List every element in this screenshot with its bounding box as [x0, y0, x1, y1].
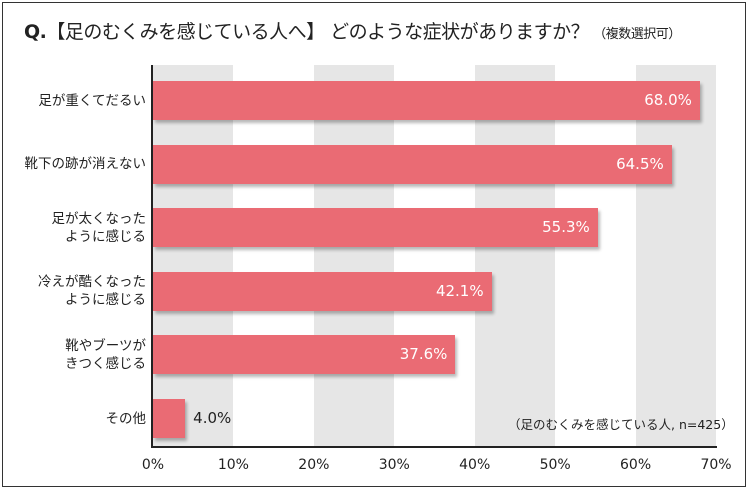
chart-title: Q.【足のむくみを感じている人へ】 どのような症状がありますか？ （複数選択可） [24, 17, 681, 44]
bar: 55.3% [153, 208, 598, 248]
value-label: 68.0% [644, 91, 692, 109]
category-label: その他 [106, 410, 147, 428]
category-label-line: 足が重くてだるい [38, 92, 146, 109]
category-label: 靴下の跡が消えない [25, 155, 147, 173]
x-tick-label: 60% [620, 457, 652, 473]
grid-band [313, 65, 395, 447]
x-tick-label: 30% [378, 457, 410, 473]
category-label-line: 靴下の跡が消えない [24, 156, 147, 173]
value-label: 4.0% [193, 409, 232, 427]
title-note: （複数選択可） [593, 27, 681, 42]
grid-band [474, 65, 556, 447]
value-label: 42.1% [435, 281, 484, 300]
y-axis-line [151, 65, 153, 448]
category-label: 冷えが酷くなった ように感じる [38, 273, 146, 309]
bar: 64.5% [153, 144, 672, 184]
sample-size-note: （足のむくみを感じている人, n=425） [508, 417, 734, 432]
title-text: 【足のむくみを感じている人へ】 どのような症状がありますか？ [46, 21, 590, 43]
category-label-line: きつく感じる [65, 355, 146, 372]
value-label: 55.3% [542, 218, 590, 237]
x-tick-label: 70% [700, 457, 732, 473]
plot-area [153, 65, 716, 447]
x-tick-label: 40% [459, 457, 491, 473]
x-tick-label: 20% [298, 457, 330, 473]
category-label-line: ように感じる [65, 292, 146, 309]
x-tick-label: 0% [141, 457, 165, 473]
category-label-line: 冷えが酷くなった [38, 274, 146, 291]
grid-band [153, 65, 234, 447]
x-axis-line [151, 446, 717, 448]
category-label-line: ように感じる [65, 228, 146, 245]
grid-band [635, 65, 716, 447]
bar: 37.6% [153, 335, 456, 375]
category-label: 靴やブーツが きつく感じる [65, 337, 146, 373]
value-label: 37.6% [399, 345, 448, 364]
value-label: 64.5% [616, 154, 664, 173]
bar: 42.1% [153, 271, 492, 311]
category-label-line: 足が太くなった [51, 210, 147, 227]
title-prefix: Q. [24, 21, 47, 43]
x-tick-label: 50% [539, 457, 571, 473]
category-label-line: その他 [105, 410, 147, 427]
x-tick-label: 10% [217, 457, 249, 473]
category-label: 足が太くなった ように感じる [52, 210, 147, 246]
category-label-line: 靴やブーツが [65, 337, 146, 354]
bar [153, 399, 186, 438]
bar: 68.0% [153, 81, 700, 120]
category-label: 足が重くてだるい [38, 92, 146, 110]
